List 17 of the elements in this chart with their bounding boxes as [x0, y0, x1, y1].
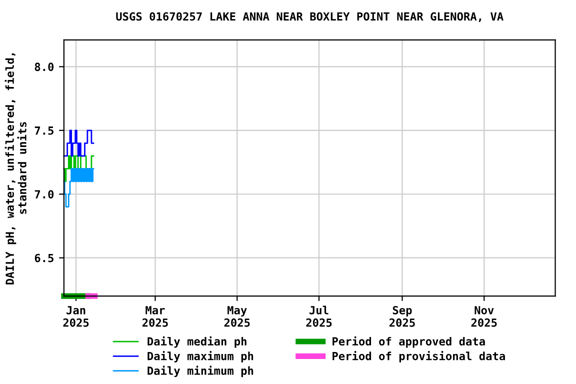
y-tick-label: 8.0 [34, 62, 54, 72]
x-tick-label: Sep 2025 [389, 306, 415, 327]
legend-label: Period of provisional data [332, 351, 505, 362]
x-tick-label: Nov 2025 [471, 306, 497, 327]
y-tick-label: 7.5 [34, 126, 54, 135]
x-tick-label: Jan 2025 [63, 306, 89, 327]
y-tick-label: 6.5 [34, 254, 54, 262]
y-axis-title: DAILY pH, water, unfiltered, field, standard units [4, 53, 26, 284]
x-tick-label: May 2025 [224, 306, 250, 327]
legend-label: Daily median ph [148, 336, 246, 348]
chart-title: USGS 01670257 LAKE ANNA NEAR BOXLEY POINT NEAR GLENORA, VA [116, 12, 504, 22]
legend-label: Daily minimum ph [148, 366, 254, 378]
x-tick-label: Jul 2025 [306, 306, 332, 327]
x-tick-label: Mar 2025 [142, 306, 168, 327]
legend-label: Period of approved data [332, 336, 485, 348]
legend-label: Daily maximum ph [148, 351, 254, 362]
y-tick-label: 7.0 [34, 190, 54, 198]
